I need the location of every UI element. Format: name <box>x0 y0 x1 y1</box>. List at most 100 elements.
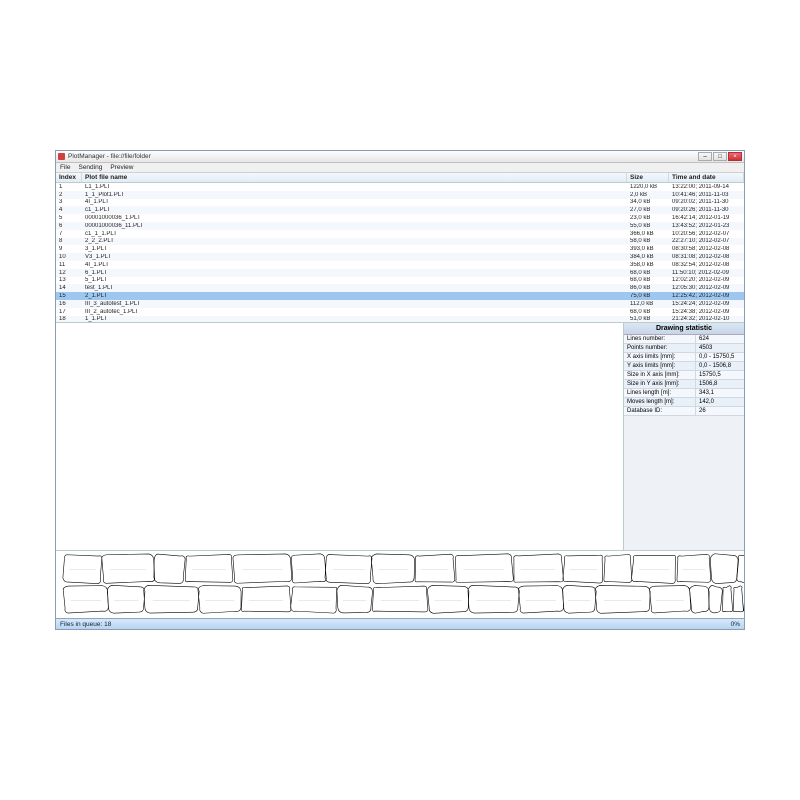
cell-index: 15 <box>56 293 82 299</box>
col-header-size[interactable]: Size <box>627 173 669 182</box>
cell-index: 3 <box>56 199 82 205</box>
cell-date: 08:31:08; 2012-02-08 <box>669 254 744 260</box>
cell-name: III_3_autotest_1.PLT <box>82 301 627 307</box>
stats-row: Moves length [m]:142,0 <box>624 398 744 407</box>
cell-name: 5_1.PLT <box>82 277 627 283</box>
stats-row: Lines length [m]:343,1 <box>624 389 744 398</box>
col-header-name[interactable]: Plot file name <box>82 173 627 182</box>
cell-date: 22:27:10; 2012-02-07 <box>669 238 744 244</box>
cell-size: 86,0 kB <box>627 285 669 291</box>
cell-index: 17 <box>56 309 82 315</box>
cell-index: 7 <box>56 231 82 237</box>
table-row[interactable]: 82_2_2.PLT58,0 kB22:27:10; 2012-02-07 <box>56 238 744 246</box>
cell-index: 16 <box>56 301 82 307</box>
stats-key: Lines number: <box>624 335 696 343</box>
cell-name: 2_1.PLT <box>82 293 627 299</box>
cell-size: 68,0 kB <box>627 277 669 283</box>
cell-size: 75,0 kB <box>627 293 669 299</box>
cell-date: 10:41:46; 2011-11-03 <box>669 192 744 198</box>
cell-name: 6_1.PLT <box>82 270 627 276</box>
cell-size: 358,0 kB <box>627 262 669 268</box>
cell-index: 1 <box>56 184 82 190</box>
cell-index: 11 <box>56 262 82 268</box>
cell-size: 68,0 kB <box>627 309 669 315</box>
window-title: PlotManager - file://file/folder <box>68 153 698 160</box>
cell-index: 5 <box>56 215 82 221</box>
maximize-button[interactable]: □ <box>713 152 727 161</box>
cell-size: 2,0 kB <box>627 192 669 198</box>
table-row[interactable]: 7c1_1_1.PLT366,0 kB10:20:56; 2012-02-07 <box>56 230 744 238</box>
cell-date: 21:24:32; 2012-02-10 <box>669 316 744 322</box>
cell-date: 09:20:02; 2011-11-30 <box>669 199 744 205</box>
cell-size: 1220,0 kB <box>627 184 669 190</box>
cell-date: 13:43:52; 2012-01-23 <box>669 223 744 229</box>
statusbar: Files in queue: 18 0% <box>56 618 744 629</box>
cell-name: 2_2_2.PLT <box>82 238 627 244</box>
status-right: 0% <box>731 621 740 628</box>
cell-date: 11:50:10; 2012-02-09 <box>669 270 744 276</box>
cell-index: 4 <box>56 207 82 213</box>
cell-index: 9 <box>56 246 82 252</box>
close-button[interactable]: × <box>728 152 742 161</box>
cell-index: 14 <box>56 285 82 291</box>
stats-val: 1506,8 <box>696 380 744 388</box>
menu-sending[interactable]: Sending <box>78 164 102 171</box>
cell-date: 09:20:26; 2011-11-30 <box>669 207 744 213</box>
table-row[interactable]: 1L1_1.PLT1220,0 kB13:22:00; 2011-09-14 <box>56 183 744 191</box>
menu-file[interactable]: File <box>60 164 70 171</box>
cell-size: 23,0 kB <box>627 215 669 221</box>
table-row[interactable]: 10V3_1.PLT384,0 kB08:31:08; 2012-02-08 <box>56 253 744 261</box>
cell-index: 18 <box>56 316 82 322</box>
table-row[interactable]: 34I_1.PLT34,0 kB09:20:02; 2011-11-30 <box>56 199 744 207</box>
cell-name: 1_1.PLT <box>82 316 627 322</box>
cell-size: 112,0 kB <box>627 301 669 307</box>
cell-date: 15:24:24; 2012-02-09 <box>669 301 744 307</box>
table-row[interactable]: 16III_3_autotest_1.PLT112,0 kB15:24:24; … <box>56 300 744 308</box>
table-row[interactable]: 17III_2_autotec_1.PLT68,0 kB15:24:38; 20… <box>56 308 744 316</box>
cell-name: test_1.PLT <box>82 285 627 291</box>
stats-key: Moves length [m]: <box>624 398 696 406</box>
table-row[interactable]: 4c1_1.PLT27,0 kB09:20:26; 2011-11-30 <box>56 206 744 214</box>
stats-val: 4503 <box>696 344 744 352</box>
cell-name: c1_1.PLT <box>82 207 627 213</box>
col-header-index[interactable]: Index <box>56 173 82 182</box>
stats-key: Lines length [m]: <box>624 389 696 397</box>
minimize-button[interactable]: – <box>698 152 712 161</box>
table-row[interactable]: 600001000036_11.PLT55,0 kB13:43:52; 2012… <box>56 222 744 230</box>
stats-key: Points number: <box>624 344 696 352</box>
stats-val: 343,1 <box>696 389 744 397</box>
cell-name: 3_1.PLT <box>82 246 627 252</box>
cell-name: V3_1.PLT <box>82 254 627 260</box>
table-row[interactable]: 93_1.PLT393,0 kB08:30:58; 2012-02-08 <box>56 245 744 253</box>
cell-size: 51,0 kB <box>627 316 669 322</box>
table-row[interactable]: 135_1.PLT68,0 kB12:02:20; 2012-02-09 <box>56 277 744 285</box>
cell-date: 15:24:38; 2012-02-09 <box>669 309 744 315</box>
stats-row: Y axis limits [mm]:0,0 - 1506,8 <box>624 362 744 371</box>
cell-date: 16:42:14; 2012-01-19 <box>669 215 744 221</box>
table-row[interactable]: 181_1.PLT51,0 kB21:24:32; 2012-02-10 <box>56 316 744 323</box>
cell-name: L1_1.PLT <box>82 184 627 190</box>
stats-row: Lines number:624 <box>624 335 744 344</box>
table-row[interactable]: 14test_1.PLT86,0 kB12:05:30; 2012-02-09 <box>56 284 744 292</box>
table-row[interactable]: 126_1.PLT68,0 kB11:50:10; 2012-02-09 <box>56 269 744 277</box>
table-row[interactable]: 500001000036_1.PLT23,0 kB16:42:14; 2012-… <box>56 214 744 222</box>
titlebar[interactable]: PlotManager - file://file/folder – □ × <box>56 151 744 163</box>
table-row[interactable]: 21_1_Plot1.PLT2,0 kB10:41:46; 2011-11-03 <box>56 191 744 199</box>
cell-size: 55,0 kB <box>627 223 669 229</box>
cell-name: 1_1_Plot1.PLT <box>82 192 627 198</box>
cell-size: 58,0 kB <box>627 238 669 244</box>
table-row[interactable]: 114I_1.PLT358,0 kB08:32:54; 2012-02-08 <box>56 261 744 269</box>
table-row[interactable]: 152_1.PLT75,0 kB12:25:42; 2012-02-09 <box>56 292 744 300</box>
cell-size: 366,0 kB <box>627 231 669 237</box>
stats-key: X axis limits [mm]: <box>624 353 696 361</box>
stats-row: Points number:4503 <box>624 344 744 353</box>
mid-area: Drawing statistic Lines number:624Points… <box>56 323 744 550</box>
cell-date: 08:30:58; 2012-02-08 <box>669 246 744 252</box>
stats-val: 0,0 - 15750,5 <box>696 353 744 361</box>
stats-val: 0,0 - 1506,8 <box>696 362 744 370</box>
cell-index: 2 <box>56 192 82 198</box>
stats-key: Database ID: <box>624 407 696 415</box>
menu-preview[interactable]: Preview <box>110 164 133 171</box>
col-header-date[interactable]: Time and date <box>669 173 744 182</box>
cell-size: 34,0 kB <box>627 199 669 205</box>
